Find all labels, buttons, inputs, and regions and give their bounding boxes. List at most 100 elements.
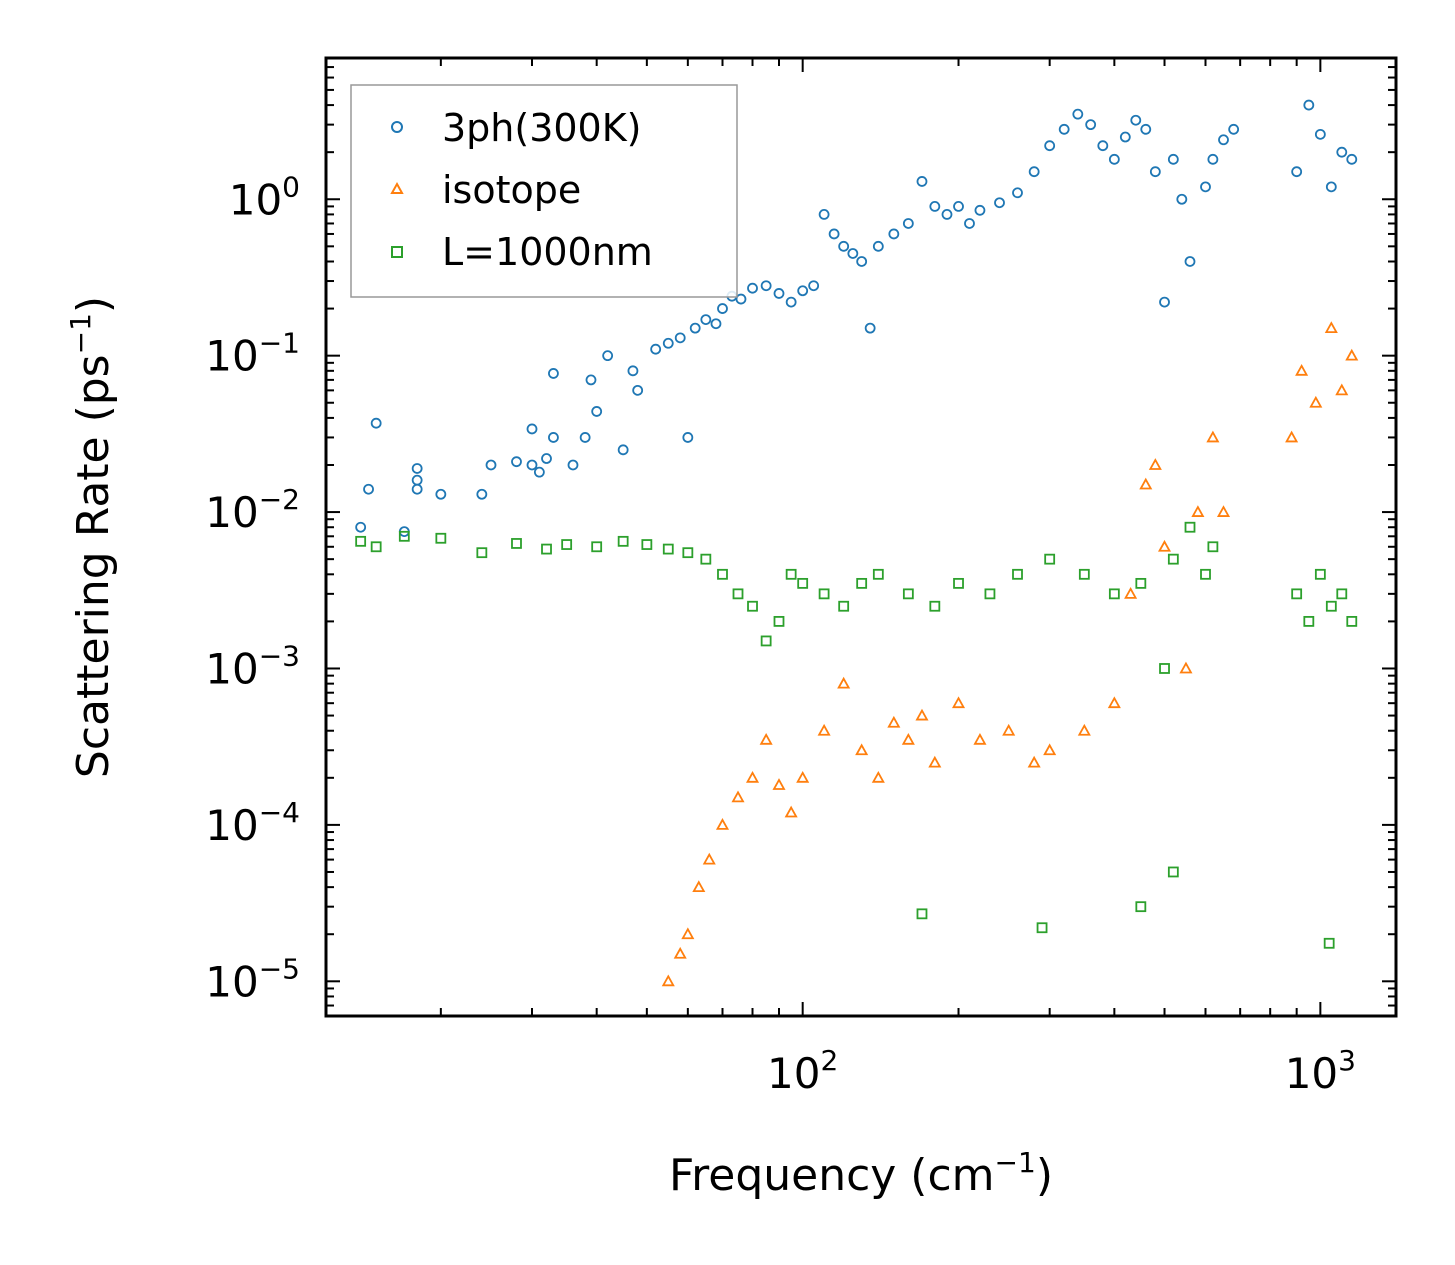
- data-point: [1097, 140, 1109, 152]
- data-point: [747, 600, 758, 612]
- data-point: [1336, 146, 1348, 158]
- data-point: [1291, 588, 1303, 600]
- data-point: [1167, 153, 1179, 165]
- data-point: [1314, 128, 1326, 140]
- data-point: [355, 535, 367, 547]
- data-point: [674, 332, 686, 344]
- data-point: [1295, 363, 1309, 376]
- series-2: [355, 521, 1358, 949]
- legend-box: [350, 84, 738, 298]
- data-point: [887, 715, 901, 728]
- data-point: [953, 201, 964, 212]
- data-point: [1139, 477, 1153, 490]
- data-point: [1157, 539, 1172, 552]
- data-point: [1078, 568, 1090, 580]
- data-point: [1200, 568, 1211, 580]
- data-point: [745, 770, 760, 783]
- data-point: [1216, 505, 1231, 517]
- data-point: [1130, 114, 1142, 126]
- y-tick-label: 10−1: [205, 327, 300, 381]
- data-point: [773, 288, 785, 299]
- data-point: [476, 488, 488, 500]
- data-point: [702, 852, 716, 865]
- data-point: [1346, 153, 1358, 165]
- y-tick-label: 10−4: [205, 796, 300, 850]
- data-point: [818, 209, 830, 220]
- data-point: [1108, 153, 1120, 165]
- legend-marker-isotope: [390, 181, 404, 194]
- data-point: [941, 209, 953, 220]
- data-point: [1325, 181, 1337, 193]
- plot-frame: [324, 56, 1398, 1018]
- data-point: [838, 600, 850, 612]
- data-point: [1191, 505, 1205, 517]
- data-point: [973, 732, 987, 745]
- data-point: [872, 568, 884, 580]
- data-point: [1058, 123, 1070, 135]
- data-point: [1303, 99, 1315, 111]
- data-point: [541, 543, 552, 555]
- data-point: [772, 778, 786, 790]
- data-point: [872, 240, 884, 252]
- data-point: [864, 322, 876, 334]
- data-point: [1159, 296, 1170, 308]
- data-point: [1346, 615, 1358, 627]
- data-point: [785, 568, 797, 580]
- data-point: [1335, 383, 1349, 396]
- data-point: [828, 228, 840, 240]
- data-point: [1228, 123, 1240, 135]
- data-point: [888, 228, 900, 240]
- data-point: [1135, 577, 1147, 589]
- data-point: [476, 547, 488, 559]
- data-point: [902, 218, 914, 229]
- data-point: [602, 350, 614, 362]
- data-point: [1176, 193, 1188, 205]
- data-point: [974, 204, 986, 216]
- data-point: [735, 293, 747, 305]
- legend: 3ph(300K) isotope L=1000nm: [350, 84, 738, 298]
- data-point: [1291, 166, 1303, 178]
- data-point: [760, 280, 772, 292]
- data-point: [1336, 588, 1348, 600]
- tick-labels: 102 103 100 10−1 10−2 10−3 10−4 10−5: [205, 170, 1356, 1098]
- data-point: [871, 770, 885, 783]
- data-point: [784, 805, 798, 818]
- data-point: [717, 303, 728, 314]
- data-point: [855, 743, 869, 756]
- data-point: [710, 318, 722, 330]
- data-point: [1072, 108, 1084, 120]
- data-point: [747, 282, 758, 294]
- data-point: [617, 444, 629, 456]
- data-point: [1002, 723, 1016, 736]
- data-point: [561, 539, 573, 550]
- data-point: [1184, 521, 1196, 533]
- data-point: [1167, 553, 1179, 565]
- data-point: [1324, 321, 1338, 334]
- data-point: [567, 459, 579, 471]
- data-point: [1044, 140, 1056, 152]
- data-point: [856, 256, 868, 267]
- data-point: [370, 417, 382, 429]
- y-tick-label: 100: [229, 170, 300, 224]
- series-1: [661, 321, 1359, 987]
- data-point: [1206, 430, 1220, 443]
- data-point: [1303, 615, 1315, 627]
- data-point: [485, 459, 497, 471]
- data-point: [994, 197, 1005, 209]
- data-point: [1159, 663, 1170, 674]
- legend-label-3ph: 3ph(300K): [442, 106, 641, 150]
- data-point: [1167, 866, 1179, 878]
- data-point: [731, 790, 745, 803]
- legend-marker-l1000: [391, 246, 403, 258]
- data-point: [435, 488, 447, 500]
- legend-marker-3ph: [391, 121, 403, 133]
- data-point: [915, 708, 929, 721]
- series-0: [355, 99, 1358, 538]
- data-point: [370, 541, 382, 553]
- data-point: [1044, 553, 1056, 565]
- data-point: [533, 466, 545, 478]
- data-point: [808, 280, 820, 292]
- data-point: [650, 343, 662, 355]
- data-point: [1207, 541, 1219, 553]
